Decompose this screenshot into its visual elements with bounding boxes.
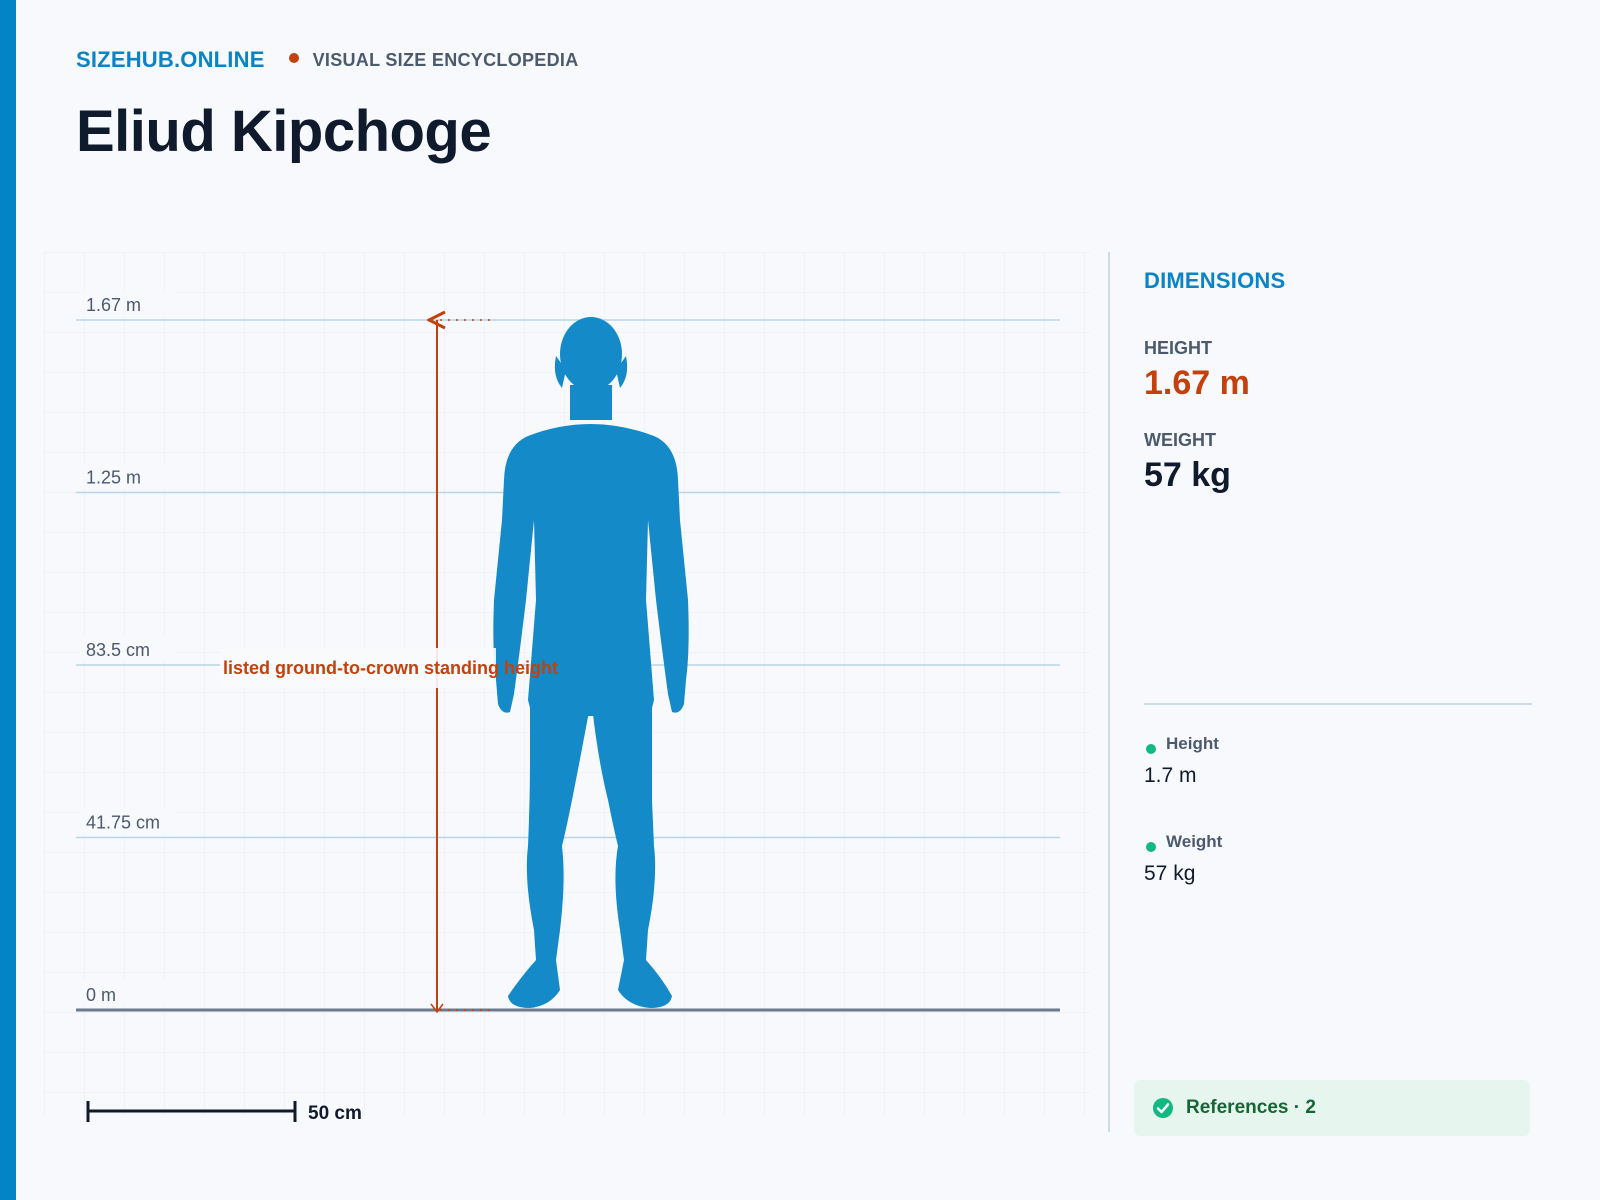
tick-label-backdrop bbox=[80, 980, 176, 1006]
left-accent-bar bbox=[0, 0, 16, 1200]
weight-label: WEIGHT bbox=[1144, 430, 1216, 450]
tick-label-backdrop bbox=[80, 290, 176, 316]
annotation-backdrop bbox=[220, 648, 496, 688]
site-subtitle: VISUAL SIZE ENCYCLOPEDIA bbox=[312, 49, 579, 70]
ref-item-value: 57 kg bbox=[1144, 862, 1196, 885]
brand-link[interactable]: SIZEHUB.ONLINE bbox=[76, 47, 265, 72]
tick-label: 1.25 m bbox=[86, 468, 141, 488]
tick-label-backdrop bbox=[80, 807, 176, 834]
height-annotation: listed ground-to-crown standing height bbox=[223, 658, 558, 678]
check-circle-icon bbox=[1153, 1098, 1173, 1118]
dimensions-title: DIMENSIONS bbox=[1144, 268, 1286, 293]
tick-label: 41.75 cm bbox=[86, 813, 160, 833]
panel-divider bbox=[1144, 703, 1532, 705]
weight-value: 57 kg bbox=[1144, 456, 1231, 494]
ref-status-dot bbox=[1146, 842, 1156, 852]
ref-item-label: Height bbox=[1166, 734, 1219, 753]
separator-dot bbox=[288, 53, 299, 63]
height-label: HEIGHT bbox=[1144, 338, 1213, 358]
ref-item-value: 1.7 m bbox=[1144, 764, 1197, 787]
tick-label-backdrop bbox=[80, 635, 176, 661]
brand-row: SIZEHUB.ONLINE VISUAL SIZE ENCYCLOPEDIA bbox=[76, 44, 579, 76]
height-arrow-foot bbox=[430, 1003, 444, 1014]
person-silhouette bbox=[493, 317, 689, 1008]
tick-label: 0 m bbox=[86, 985, 116, 1005]
references-label: References · 2 bbox=[1186, 1097, 1316, 1118]
ref-item-label: Weight bbox=[1166, 832, 1223, 851]
tick-label: 1.67 m bbox=[86, 295, 141, 315]
height-value: 1.67 m bbox=[1144, 364, 1250, 402]
dimensions-panel: DIMENSIONS HEIGHT 1.67 m WEIGHT 57 kg He… bbox=[1108, 252, 1538, 1132]
tick-label: 83.5 cm bbox=[86, 640, 150, 660]
page-title: Eliud Kipchoge bbox=[76, 99, 492, 164]
scale-label: 50 cm bbox=[308, 1103, 362, 1124]
tick-label-backdrop bbox=[80, 462, 176, 489]
ref-status-dot bbox=[1146, 744, 1156, 754]
references-button[interactable]: References · 2 bbox=[1134, 1080, 1530, 1136]
header: SIZEHUB.ONLINE VISUAL SIZE ENCYCLOPEDIA bbox=[76, 44, 579, 76]
